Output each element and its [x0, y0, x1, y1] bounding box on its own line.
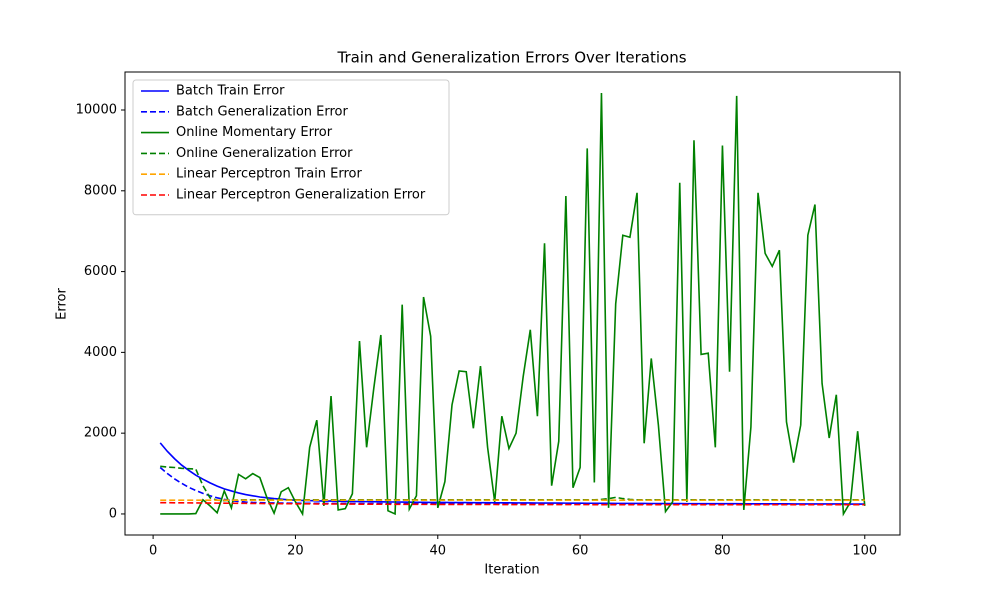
x-tick-label: 40	[430, 544, 447, 559]
y-tick-label: 2000	[84, 426, 117, 441]
y-tick-label: 4000	[84, 345, 117, 360]
x-tick-label: 0	[149, 544, 157, 559]
legend-box	[132, 79, 450, 216]
plot-frame	[124, 71, 901, 536]
series-line	[159, 466, 865, 506]
x-axis-label: Iteration	[484, 563, 539, 578]
series-line	[160, 501, 865, 506]
x-tick-label: 20	[287, 544, 304, 559]
y-tick-label: 10000	[76, 103, 117, 118]
x-tick-label: 100	[852, 544, 877, 559]
legend-label: Batch Generalization Error	[176, 104, 349, 119]
x-tick-label: 60	[572, 544, 589, 559]
legend-label: Online Generalization Error	[176, 146, 353, 161]
legend-label: Online Momentary Error	[176, 125, 333, 140]
y-tick-label: 8000	[84, 183, 117, 198]
x-tick-label: 80	[714, 544, 731, 559]
legend-label: Linear Perceptron Generalization Error	[176, 188, 426, 203]
y-tick-label: 0	[109, 506, 117, 521]
y-tick-label: 6000	[84, 264, 117, 279]
legend-label: Batch Train Error	[176, 84, 285, 99]
series-line	[160, 93, 866, 517]
legend-label: Linear Perceptron Train Error	[176, 167, 363, 182]
chart-title: Train and Generalization Errors Over Ite…	[336, 49, 686, 67]
y-axis-label: Error	[55, 288, 70, 320]
